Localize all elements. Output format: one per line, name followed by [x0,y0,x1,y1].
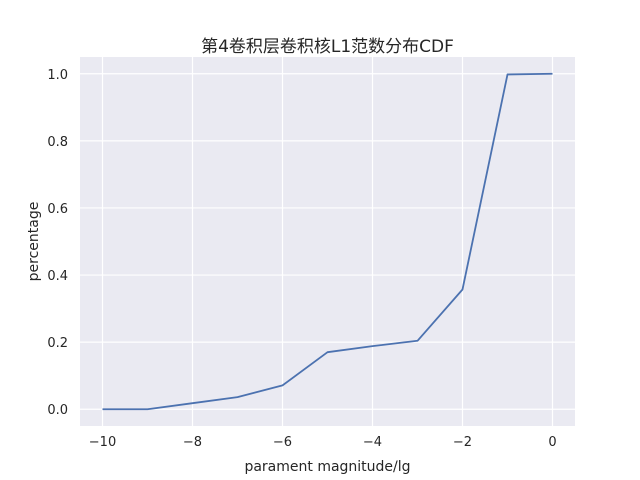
series-line [102,72,553,411]
x-tick-label: −6 [273,435,292,450]
y-axis-label: percentage [26,202,42,282]
x-tick-label: −8 [183,435,202,450]
x-tick-label: 0 [548,435,556,450]
x-tick-label: −10 [89,435,116,450]
plot-area [80,57,575,426]
y-tick-label: 0.0 [47,403,68,418]
chart-title: 第4卷积层卷积核L1范数分布CDF [201,37,454,57]
grid [80,57,575,426]
x-axis-ticks: −10 −8 −6 −4 −2 0 [89,435,557,450]
y-axis-ticks: 0.0 0.2 0.4 0.6 0.8 1.0 [47,68,68,418]
x-tick-label: −4 [363,435,382,450]
y-tick-label: 1.0 [47,68,68,83]
y-tick-label: 0.8 [47,135,68,150]
x-tick-label: −2 [453,435,472,450]
x-axis-label: parament magnitude/lg [244,459,410,475]
y-tick-label: 0.6 [47,202,68,217]
series-group [102,72,553,411]
y-tick-label: 0.4 [47,269,68,284]
y-tick-label: 0.2 [47,336,68,351]
